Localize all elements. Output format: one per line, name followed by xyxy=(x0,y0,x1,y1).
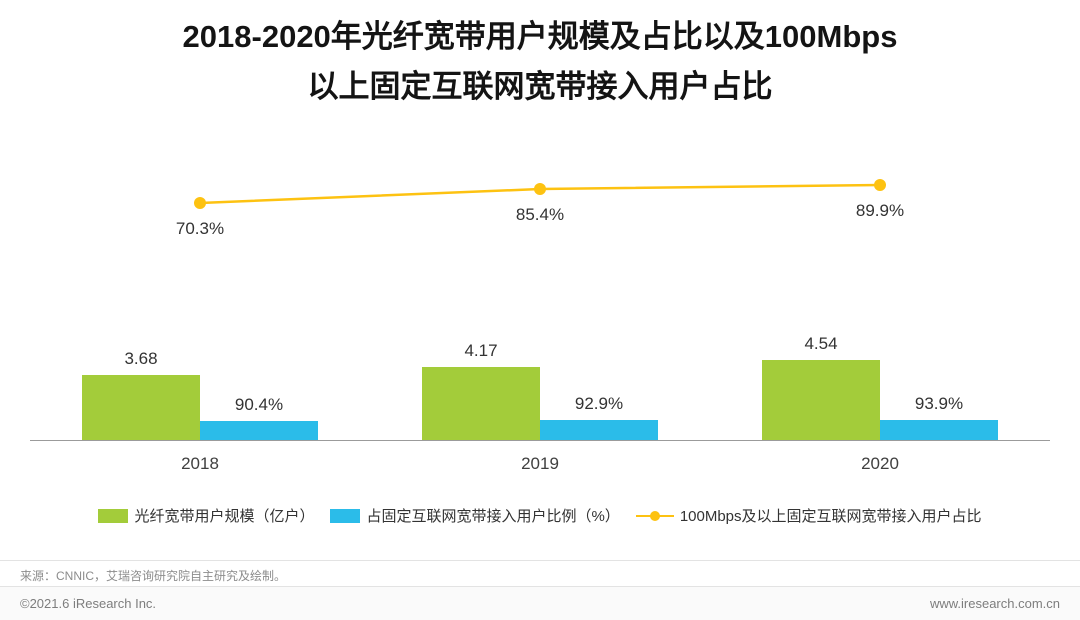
legend-label: 100Mbps及以上固定互联网宽带接入用户占比 xyxy=(679,508,982,525)
bar-blue-2020 xyxy=(880,420,998,440)
bar-value-label: 4.54 xyxy=(804,334,838,353)
line-point-label: 89.9% xyxy=(855,201,905,220)
source-note: 来源：CNNIC，艾瑞咨询研究院自主研究及绘制。 xyxy=(20,569,286,583)
bar-value-label: 90.4% xyxy=(234,395,284,414)
copyright-text: ©2021.6 iResearch Inc. xyxy=(20,596,157,611)
legend-item-blue-bar: 占固定互联网宽带接入用户比例（%） xyxy=(330,505,620,526)
legend-swatch-icon xyxy=(98,508,129,523)
legend-line-marker-icon xyxy=(635,509,674,523)
legend-label: 光纤宽带用户规模（亿户） xyxy=(134,508,315,525)
source-divider xyxy=(0,560,1080,561)
legend-label: 占固定互联网宽带接入用户比例（%） xyxy=(366,508,620,525)
footer-bar: ©2021.6 iResearch Inc. www.iresearch.com… xyxy=(0,586,1080,620)
bar-green-2018 xyxy=(82,375,200,440)
line-point-label: 85.4% xyxy=(515,205,565,224)
bar-value-label: 3.68 xyxy=(124,349,158,368)
bar-blue-2018 xyxy=(200,421,318,440)
x-axis-category-label: 2020 xyxy=(861,454,899,473)
x-axis-category-label: 2018 xyxy=(181,454,219,473)
line-point xyxy=(194,197,206,209)
line-point xyxy=(534,183,546,195)
legend-item-line: 100Mbps及以上固定互联网宽带接入用户占比 xyxy=(635,505,982,526)
bar-green-2019 xyxy=(422,367,540,440)
bar-blue-2019 xyxy=(540,420,658,440)
chart-title-line2: 以上固定互联网宽带接入用户占比 xyxy=(307,69,773,104)
chart-legend: 光纤宽带用户规模（亿户） 占固定互联网宽带接入用户比例（%） 100Mbps及以上固… xyxy=(0,505,1080,526)
bar-value-label: 93.9% xyxy=(914,394,964,413)
legend-swatch-icon xyxy=(330,508,361,523)
chart-title: 2018-2020年光纤宽带用户规模及占比以及100Mbps 以上固定互联网宽带接… xyxy=(0,12,1080,112)
line-point-label: 70.3% xyxy=(175,219,225,238)
website-link[interactable]: www.iresearch.com.cn xyxy=(929,596,1060,611)
line-point xyxy=(874,179,886,191)
chart-title-line1: 2018-2020年光纤宽带用户规模及占比以及100Mbps xyxy=(182,19,898,54)
bar-value-label: 4.17 xyxy=(464,341,498,360)
x-axis-line xyxy=(30,440,1050,441)
bar-value-label: 92.9% xyxy=(574,394,624,413)
legend-item-green-bar: 光纤宽带用户规模（亿户） xyxy=(98,505,314,526)
x-axis-category-label: 2019 xyxy=(521,454,559,473)
bar-green-2020 xyxy=(762,360,880,440)
